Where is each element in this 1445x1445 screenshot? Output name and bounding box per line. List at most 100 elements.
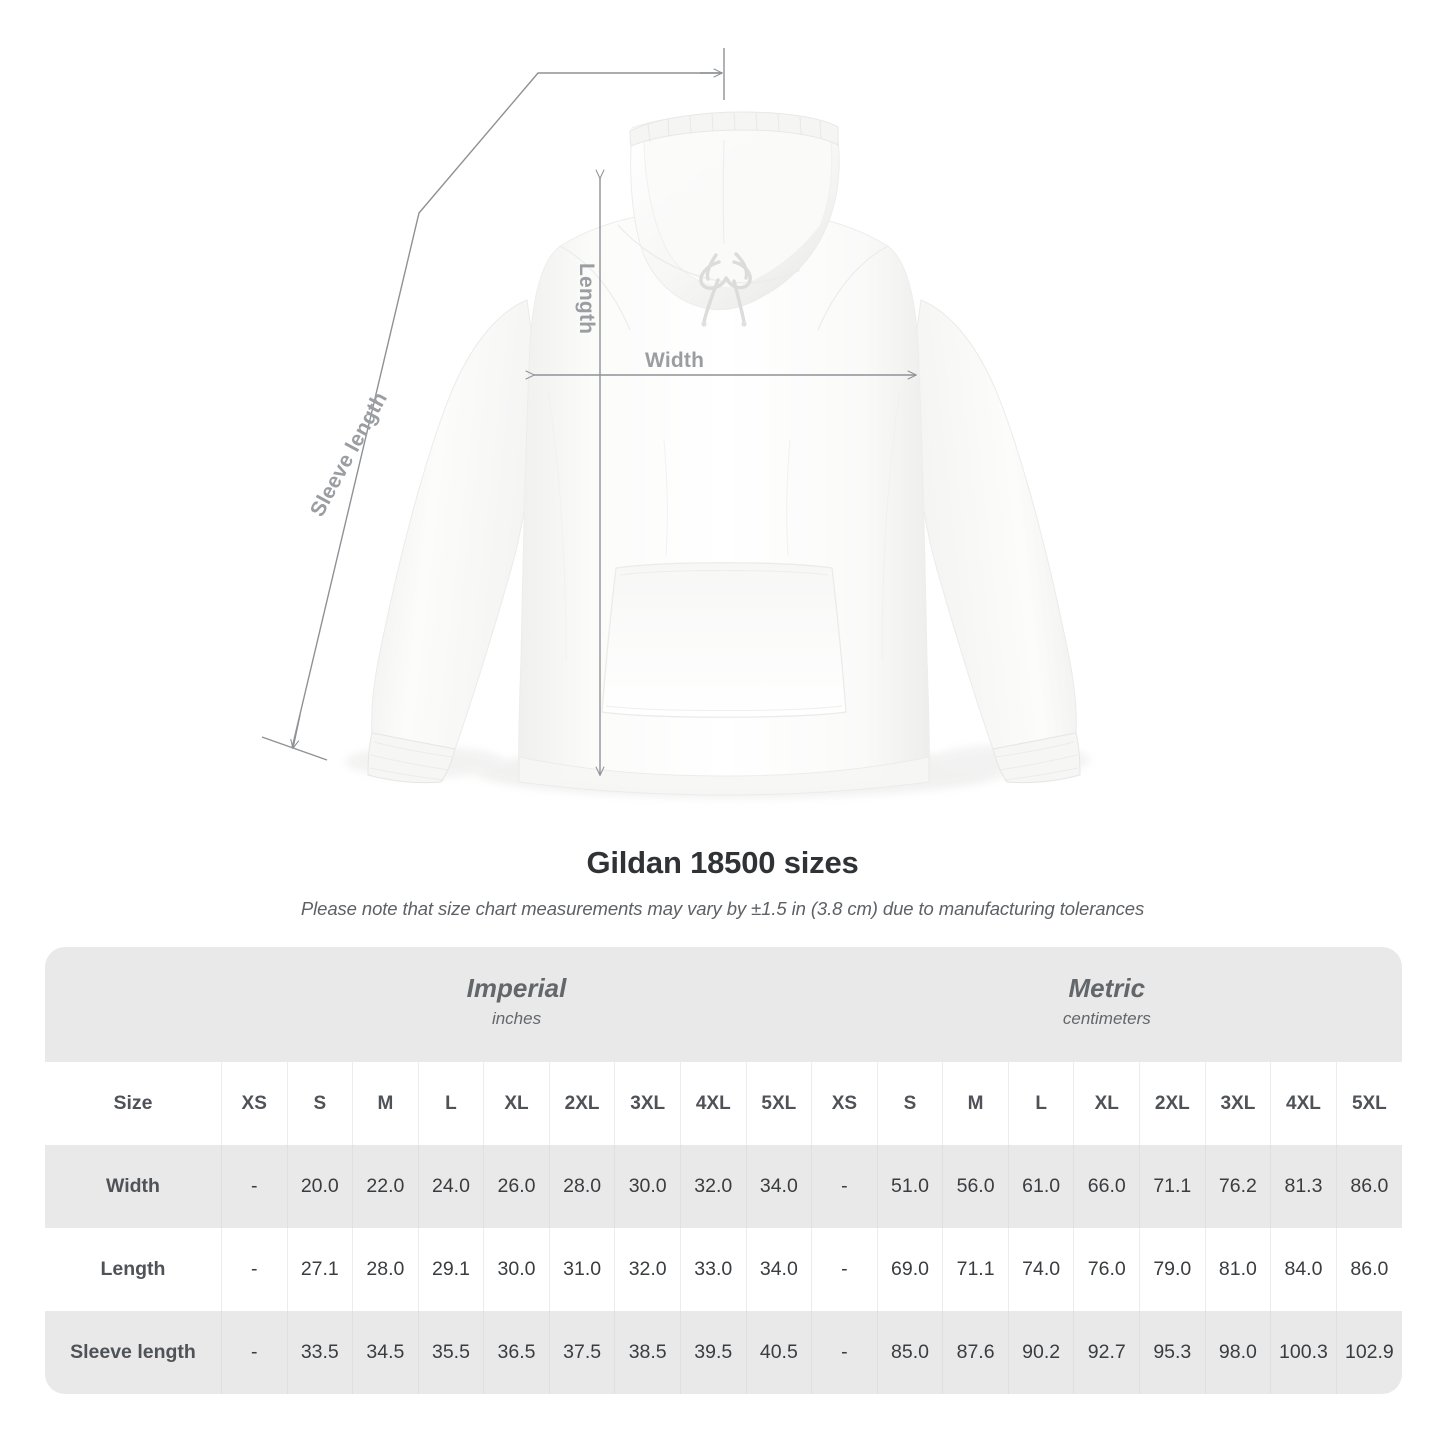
cell-imperial-sleeve-length-2xl: 37.5	[549, 1311, 616, 1394]
length-dimension-label: Length	[575, 263, 598, 335]
size-header-xs: XS	[221, 1062, 288, 1145]
waistband	[518, 756, 930, 796]
cell-imperial-width-xs: -	[221, 1145, 288, 1228]
cell-imperial-length-4xl: 33.0	[680, 1228, 747, 1311]
size-header-4xl: 4XL	[1270, 1062, 1337, 1145]
size-header-xl: XL	[483, 1062, 550, 1145]
cell-imperial-sleeve-length-s: 33.5	[287, 1311, 354, 1394]
unit-band-corner	[45, 947, 222, 1062]
drawstring	[699, 252, 752, 324]
title-block: Gildan 18500 sizes Please note that size…	[0, 845, 1445, 920]
size-header-3xl: 3XL	[1205, 1062, 1272, 1145]
cell-metric-sleeve-length-3xl: 98.0	[1205, 1311, 1272, 1394]
cell-imperial-sleeve-length-xs: -	[221, 1311, 288, 1394]
hood-edge	[629, 111, 839, 147]
unit-name-metric: Metric	[1068, 973, 1146, 1004]
size-header-m: M	[942, 1062, 1009, 1145]
unit-sub-imperial: inches	[491, 1008, 542, 1028]
hoodie-illustration-svg	[261, 48, 1090, 798]
cell-imperial-width-4xl: 32.0	[680, 1145, 747, 1228]
cell-metric-sleeve-length-l: 90.2	[1008, 1311, 1075, 1394]
fabric-folds	[547, 389, 901, 661]
size-header-5xl: 5XL	[1336, 1062, 1402, 1145]
unit-block-imperial: Imperial inches	[221, 947, 812, 1062]
size-header-4xl: 4XL	[680, 1062, 747, 1145]
cell-metric-sleeve-length-4xl: 100.3	[1270, 1311, 1337, 1394]
cell-imperial-sleeve-length-3xl: 38.5	[614, 1311, 681, 1394]
cell-metric-width-3xl: 76.2	[1205, 1145, 1272, 1228]
cell-metric-length-m: 71.1	[942, 1228, 1009, 1311]
drawstring-tips	[701, 321, 747, 327]
size-header-m: M	[352, 1062, 419, 1145]
cell-imperial-width-m: 22.0	[352, 1145, 419, 1228]
cell-imperial-length-l: 29.1	[418, 1228, 485, 1311]
width-dimension-label: Width	[645, 349, 705, 372]
cell-imperial-length-xs: -	[221, 1228, 288, 1311]
cell-imperial-sleeve-length-5xl: 40.5	[746, 1311, 813, 1394]
cell-metric-sleeve-length-2xl: 95.3	[1139, 1311, 1206, 1394]
cell-metric-sleeve-length-5xl: 102.9	[1336, 1311, 1402, 1394]
cell-metric-width-s: 51.0	[877, 1145, 944, 1228]
cell-metric-width-l: 61.0	[1008, 1145, 1075, 1228]
cell-imperial-width-2xl: 28.0	[549, 1145, 616, 1228]
sleeve-arrow-bottom	[293, 714, 301, 748]
size-chart-table: Imperial inches Metric centimeters Size XS S M L…	[45, 947, 1402, 1394]
table-row: Length -27.1 28.0 29.1 30.0 31.0 32.0 33.0 34.0-…	[45, 1228, 1402, 1311]
unit-band-row: Imperial inches Metric centimeters	[45, 947, 1402, 1062]
cell-metric-length-4xl: 84.0	[1270, 1228, 1337, 1311]
neckline	[617, 224, 801, 284]
cell-metric-length-l: 74.0	[1008, 1228, 1075, 1311]
cell-metric-length-3xl: 81.0	[1205, 1228, 1272, 1311]
cell-imperial-length-s: 27.1	[287, 1228, 354, 1311]
cell-metric-length-xl: 76.0	[1073, 1228, 1141, 1311]
size-header-l: L	[418, 1062, 485, 1145]
left-sleeve	[371, 299, 538, 750]
right-sleeve	[910, 299, 1077, 750]
cell-metric-width-xs: -	[811, 1145, 878, 1228]
size-header-xl: XL	[1073, 1062, 1141, 1145]
cell-imperial-sleeve-length-xl: 36.5	[483, 1311, 550, 1394]
cell-imperial-sleeve-length-4xl: 39.5	[680, 1311, 747, 1394]
size-header-s: S	[877, 1062, 944, 1145]
cell-metric-width-5xl: 86.0	[1336, 1145, 1402, 1228]
table-row: Sleeve length -33.5 34.5 35.5 36.5 37.5 38.5 39…	[45, 1311, 1402, 1394]
cell-metric-length-xs: -	[811, 1228, 878, 1311]
cell-imperial-width-5xl: 34.0	[746, 1145, 813, 1228]
size-header-xs: XS	[811, 1062, 878, 1145]
cell-imperial-width-s: 20.0	[287, 1145, 354, 1228]
size-header-l: L	[1008, 1062, 1075, 1145]
unit-sub-metric: centimeters	[1062, 1008, 1151, 1028]
size-header-5xl: 5XL	[746, 1062, 813, 1145]
sleeve-measure-line	[291, 72, 722, 749]
page-title: Gildan 18500 sizes	[586, 845, 859, 880]
size-header-label: Size	[45, 1062, 222, 1145]
cell-imperial-length-3xl: 32.0	[614, 1228, 681, 1311]
size-header-s: S	[287, 1062, 354, 1145]
hoodie-diagram: Length Width Sleeve length	[261, 48, 1090, 798]
cell-imperial-sleeve-length-m: 34.5	[352, 1311, 419, 1394]
sleeve-tick-bottom	[261, 736, 328, 761]
table-row: Width -20.0 22.0 24.0 26.0 28.0 30.0 32.0 34.0-5…	[45, 1145, 1402, 1228]
size-header-3xl: 3XL	[614, 1062, 681, 1145]
row-label-sleeve-length: Sleeve length	[45, 1311, 222, 1394]
size-header-2xl: 2XL	[549, 1062, 616, 1145]
cell-imperial-sleeve-length-l: 35.5	[418, 1311, 485, 1394]
row-label-length: Length	[45, 1228, 222, 1311]
cell-metric-length-2xl: 79.0	[1139, 1228, 1206, 1311]
cell-imperial-length-xl: 30.0	[483, 1228, 550, 1311]
size-header-2xl: 2XL	[1139, 1062, 1206, 1145]
cell-imperial-length-m: 28.0	[352, 1228, 419, 1311]
cell-metric-sleeve-length-xl: 92.7	[1073, 1311, 1141, 1394]
cell-imperial-length-5xl: 34.0	[746, 1228, 813, 1311]
unit-block-metric: Metric centimeters	[811, 947, 1402, 1062]
cell-metric-width-2xl: 71.1	[1139, 1145, 1206, 1228]
cell-imperial-width-xl: 26.0	[483, 1145, 550, 1228]
cell-metric-length-s: 69.0	[877, 1228, 944, 1311]
cell-metric-width-xl: 66.0	[1073, 1145, 1141, 1228]
tolerance-note: Please note that size chart measurements…	[300, 898, 1145, 919]
cell-metric-sleeve-length-xs: -	[811, 1311, 878, 1394]
cell-metric-sleeve-length-m: 87.6	[942, 1311, 1009, 1394]
cell-metric-length-5xl: 86.0	[1336, 1228, 1402, 1311]
cell-imperial-width-l: 24.0	[418, 1145, 485, 1228]
size-chart-table-wrapper: Imperial inches Metric centimeters Size XS S M L…	[45, 947, 1402, 1394]
